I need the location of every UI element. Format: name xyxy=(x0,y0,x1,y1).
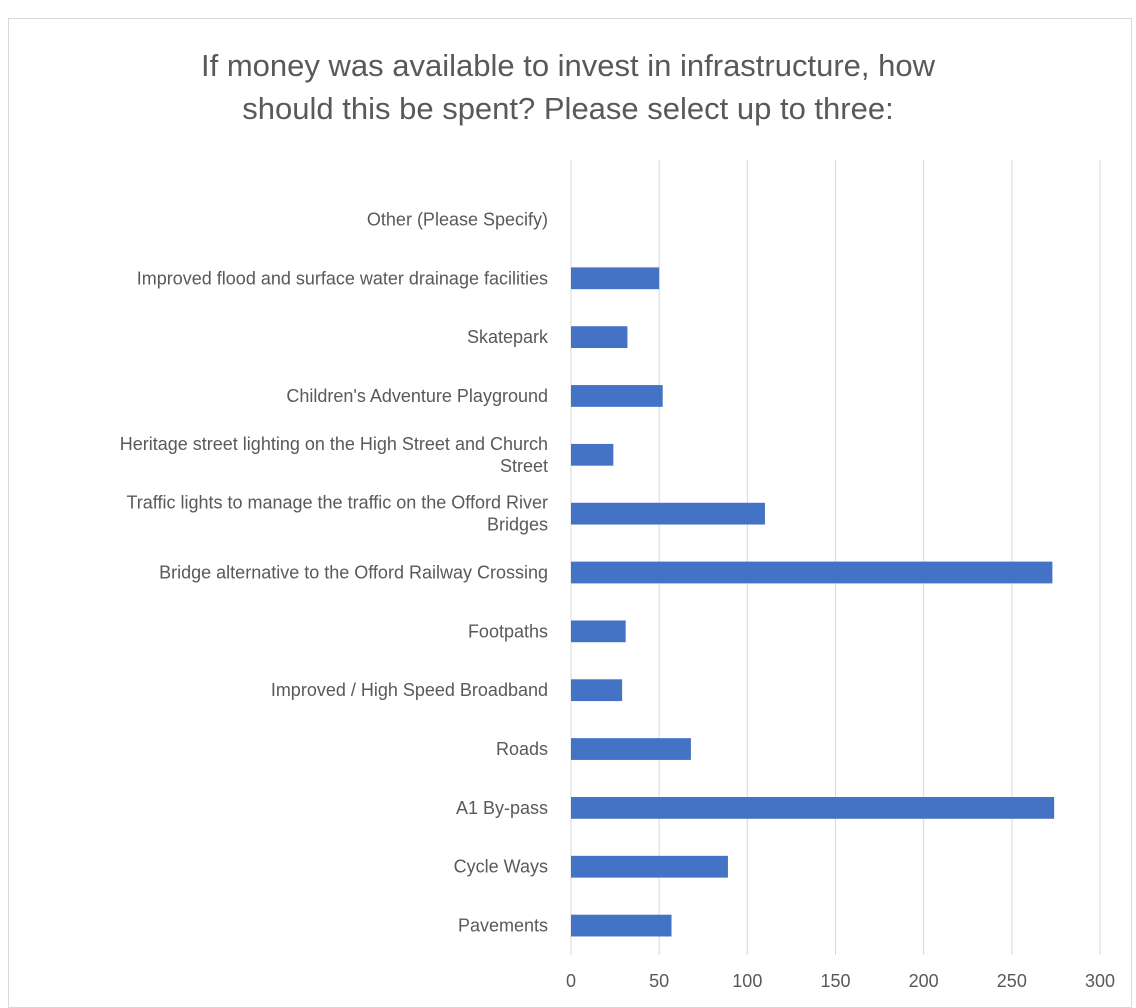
category-label: Roads xyxy=(496,739,548,759)
bar xyxy=(571,914,672,937)
category-label-line: Traffic lights to manage the traffic on … xyxy=(126,493,548,513)
category-label-line: Pavements xyxy=(458,916,548,936)
category-label-line: Skatepark xyxy=(467,327,549,347)
bar xyxy=(571,796,1055,819)
x-tick-labels: 0 50 100 150 200 250 300 xyxy=(566,971,1115,991)
category-label: Traffic lights to manage the traffic on … xyxy=(126,493,548,535)
category-label-line: Children's Adventure Playground xyxy=(286,386,548,406)
bar xyxy=(571,267,660,290)
bar xyxy=(571,502,765,525)
category-label-line: Bridges xyxy=(487,515,548,535)
chart-title-line-2: should this be spent? Please select up t… xyxy=(242,91,894,126)
category-label-line: Other (Please Specify) xyxy=(367,209,548,229)
category-label-line: A1 By-pass xyxy=(456,798,548,818)
x-tick-label: 50 xyxy=(649,971,669,991)
bars xyxy=(571,267,1055,937)
category-label-line: Roads xyxy=(496,739,548,759)
bar xyxy=(571,679,623,702)
x-tick-label: 0 xyxy=(566,971,576,991)
category-label: Children's Adventure Playground xyxy=(286,386,548,406)
category-label: Footpaths xyxy=(468,621,548,641)
bar xyxy=(571,855,728,878)
x-tick-label: 250 xyxy=(997,971,1027,991)
category-label: A1 By-pass xyxy=(456,798,548,818)
bar xyxy=(571,561,1053,584)
chart-title-line-1: If money was available to invest in infr… xyxy=(200,48,935,83)
gridlines xyxy=(570,160,1101,955)
chart-frame xyxy=(8,18,1132,1008)
bar xyxy=(571,738,691,760)
category-label: Improved / High Speed Broadband xyxy=(271,680,548,700)
category-label: Cycle Ways xyxy=(454,857,548,877)
category-label-line: Improved / High Speed Broadband xyxy=(271,680,548,700)
bar xyxy=(571,385,663,407)
x-tick-label: 300 xyxy=(1085,971,1115,991)
category-label-line: Improved flood and surface water drainag… xyxy=(137,268,548,288)
category-label-line: Bridge alternative to the Offord Railway… xyxy=(159,563,548,583)
category-label: Pavements xyxy=(458,916,548,936)
chart-title: If money was available to invest in infr… xyxy=(0,44,1136,130)
bar xyxy=(571,443,614,466)
x-tick-label: 200 xyxy=(909,971,939,991)
category-label-line: Street xyxy=(500,456,548,476)
bar xyxy=(571,326,628,349)
category-label: Other (Please Specify) xyxy=(367,209,548,229)
x-tick-label: 100 xyxy=(732,971,762,991)
category-labels: Other (Please Specify) Improved flood and… xyxy=(120,209,549,935)
category-label-line: Footpaths xyxy=(468,621,548,641)
category-label: Bridge alternative to the Offord Railway… xyxy=(159,563,548,583)
category-label: Improved flood and surface water drainag… xyxy=(137,268,548,288)
category-label: Heritage street lighting on the High Str… xyxy=(120,434,548,476)
category-label: Skatepark xyxy=(467,327,549,347)
x-tick-label: 150 xyxy=(820,971,850,991)
category-label-line: Heritage street lighting on the High Str… xyxy=(120,434,548,454)
category-label-line: Cycle Ways xyxy=(454,857,548,877)
bar xyxy=(571,620,626,643)
